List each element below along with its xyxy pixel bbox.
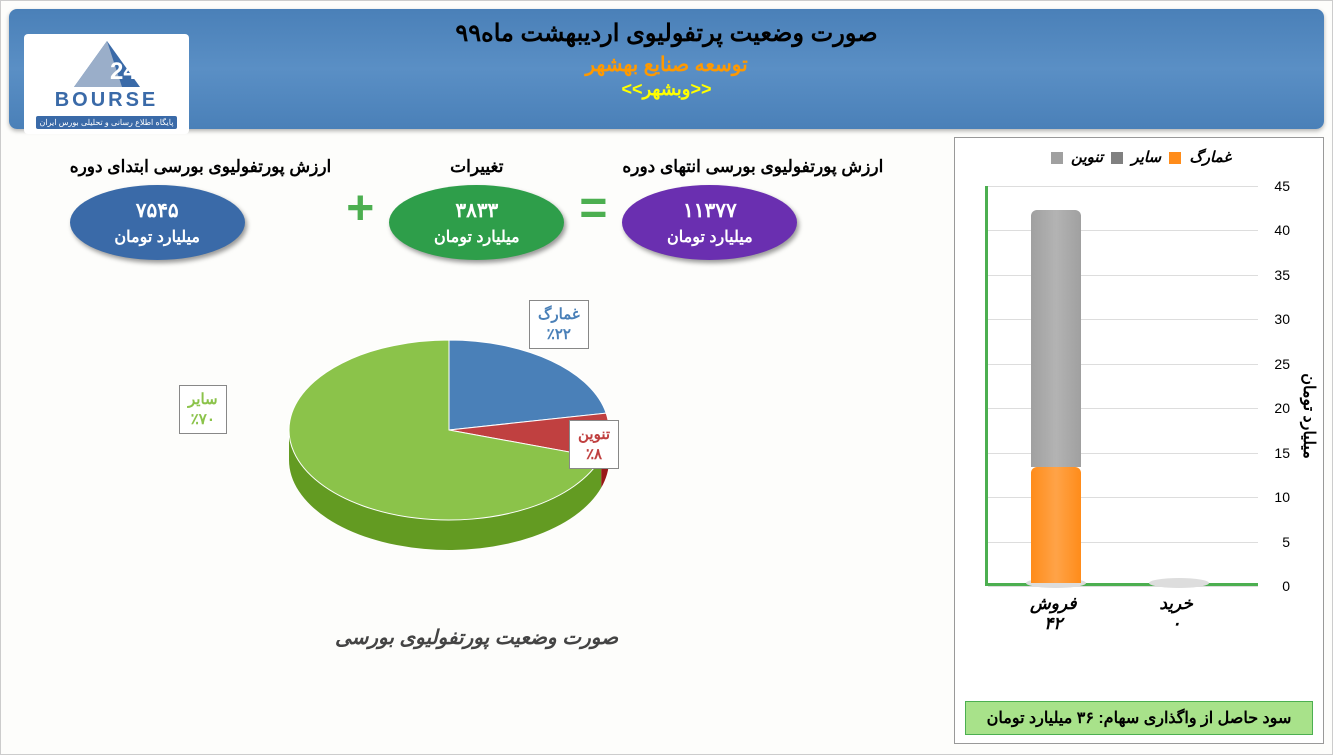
legend-label: سایر — [1127, 149, 1165, 166]
equals-icon: = — [579, 181, 607, 236]
legend-swatch — [1051, 152, 1063, 164]
eq-end: ارزش پورتفولیوی بورسی انتهای دوره ۱۱۳۷۷ … — [622, 157, 883, 260]
eq-start: ارزش پورتفولیوی بورسی ابتدای دوره ۷۵۴۵ م… — [70, 157, 332, 260]
y-tick: 25 — [1274, 356, 1290, 372]
y-tick: 35 — [1274, 267, 1290, 283]
eq-end-label: ارزش پورتفولیوی بورسی انتهای دوره — [622, 157, 883, 177]
eq-start-unit: میلیارد تومان — [114, 227, 200, 247]
y-tick: 10 — [1274, 489, 1290, 505]
legend-label: تنوین — [1071, 149, 1107, 166]
pie-chart-area: غمارگ٪۲۲ تنوین٪۸ سایر٪۷۰ صورت وضعیت پورتفو… — [9, 280, 944, 660]
x-axis-label: خرید۰ — [1136, 594, 1216, 634]
bar-segment — [1031, 467, 1081, 583]
profit-footer: سود حاصل از واگذاری سهام: ۳۶ میلیارد توم… — [965, 701, 1313, 735]
y-tick: 5 — [1282, 534, 1290, 550]
eq-change-value: ۳۸۳۳ — [455, 198, 498, 223]
ticker: <<وبشهر>> — [9, 79, 1324, 100]
logo-subtext: پایگاه اطلاع رسانی و تحلیلی بورس ایران — [36, 116, 178, 129]
y-tick: 45 — [1274, 178, 1290, 194]
bar-chart-panel: غمارگ سایر تنوین میلیارد تومان 0 5 10 15 20 2… — [954, 137, 1324, 744]
logo-text: BOURSE — [29, 89, 184, 112]
eq-end-unit: میلیارد تومان — [667, 227, 753, 247]
y-tick: 40 — [1274, 222, 1290, 238]
legend-swatch — [1169, 152, 1181, 164]
eq-change-oval: ۳۸۳۳ میلیارد تومان — [389, 185, 564, 260]
left-panel: ارزش پورتفولیوی بورسی ابتدای دوره ۷۵۴۵ م… — [9, 137, 944, 744]
eq-end-value: ۱۱۳۷۷ — [683, 198, 737, 223]
eq-start-label: ارزش پورتفولیوی بورسی ابتدای دوره — [70, 157, 332, 177]
logo-icon: 24 — [72, 39, 142, 89]
y-tick: 15 — [1274, 445, 1290, 461]
pie-slice-label: تنوین٪۸ — [569, 420, 619, 469]
bar-segment — [1031, 210, 1081, 468]
svg-text:24: 24 — [110, 58, 137, 85]
eq-change: تغییرات ۳۸۳۳ میلیارد تومان — [389, 157, 564, 260]
pie-slice-label: سایر٪۷۰ — [179, 385, 227, 434]
plus-icon: + — [346, 181, 374, 236]
y-tick: 0 — [1282, 578, 1290, 594]
page-title: صورت وضعیت پرتفولیوی اردیبهشت ماه۹۹ — [9, 19, 1324, 48]
chart-grid — [985, 186, 1258, 586]
logo: 24 BOURSE پایگاه اطلاع رسانی و تحلیلی بو… — [24, 34, 189, 134]
eq-end-oval: ۱۱۳۷۷ میلیارد تومان — [622, 185, 797, 260]
equation-row: ارزش پورتفولیوی بورسی ابتدای دوره ۷۵۴۵ م… — [9, 157, 944, 260]
eq-start-oval: ۷۵۴۵ میلیارد تومان — [70, 185, 245, 260]
pie-slice-label: غمارگ٪۲۲ — [529, 300, 589, 349]
bar-chart: میلیارد تومان 051015202530354045 خرید۰فر… — [965, 176, 1313, 656]
y-tick: 30 — [1274, 311, 1290, 327]
legend-swatch — [1111, 152, 1123, 164]
header-banner: صورت وضعیت پرتفولیوی اردیبهشت ماه۹۹ توسع… — [9, 9, 1324, 129]
y-tick: 20 — [1274, 400, 1290, 416]
subtitle: توسعه صنایع بهشهر — [9, 52, 1324, 77]
pie-caption: صورت وضعیت پورتفولیوی بورسی — [335, 625, 618, 650]
eq-start-value: ۷۵۴۵ — [136, 198, 179, 223]
y-axis-label: میلیارد تومان — [1299, 373, 1318, 459]
eq-change-label: تغییرات — [389, 157, 564, 177]
bar-legend: غمارگ سایر تنوین — [965, 148, 1313, 166]
x-axis-label: فروش۴۲ — [1013, 594, 1093, 634]
eq-change-unit: میلیارد تومان — [434, 227, 520, 247]
